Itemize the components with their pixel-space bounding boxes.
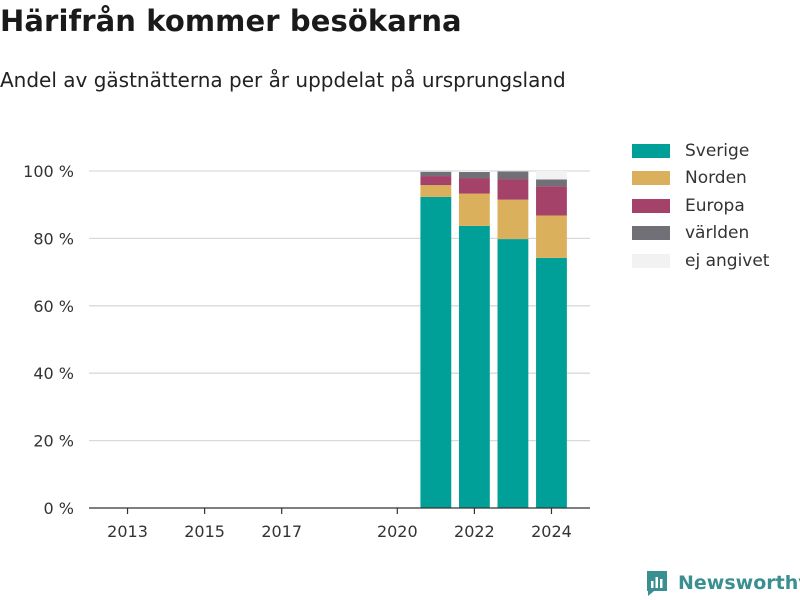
bar-segment-v-rlden xyxy=(458,172,490,179)
bar-segment-ej-angivet xyxy=(458,171,490,173)
bar-segment-europa xyxy=(497,179,529,200)
bar-segment-norden xyxy=(536,215,567,258)
bar-segment-sverige xyxy=(458,225,490,508)
legend-label: Sverige xyxy=(685,140,750,161)
y-tick-label: 80 % xyxy=(33,229,74,248)
x-tick-label: 2024 xyxy=(531,522,572,541)
bar-segment-v-rlden xyxy=(420,171,452,177)
legend-swatch xyxy=(632,198,670,213)
legend-item-sverige[interactable]: Sverige xyxy=(632,137,769,165)
bar-segment-norden xyxy=(458,193,490,226)
x-tick-label: 2013 xyxy=(107,522,148,541)
bar-segment-sverige xyxy=(536,257,567,508)
brand-name: Newsworthy xyxy=(678,572,800,594)
axes: 0 % 20 % 40 % 60 % 80 % 100 % 2013 2015 2017 2020… xyxy=(23,162,590,541)
legend-item-varlden[interactable]: världen xyxy=(632,220,769,248)
legend-swatch xyxy=(632,171,670,186)
chart-subtitle: Andel av gästnätterna per år uppdelat på… xyxy=(0,68,566,92)
x-tick-label: 2017 xyxy=(261,522,302,541)
legend-label: Europa xyxy=(685,195,745,216)
bar-segment-norden xyxy=(420,185,452,197)
legend-item-ej-angivet[interactable]: ej angivet xyxy=(632,247,769,275)
newsworthy-logo-icon xyxy=(647,571,667,596)
x-tick-label: 2020 xyxy=(377,522,418,541)
y-tick-label: 20 % xyxy=(33,432,74,451)
legend-label: Norden xyxy=(685,168,747,189)
legend-label: ej angivet xyxy=(685,250,770,271)
bar-segment-sverige xyxy=(497,239,529,508)
y-tick-label: 40 % xyxy=(33,364,74,383)
legend-swatch xyxy=(632,143,670,158)
legend: Sverige Norden Europa världen ej angivet xyxy=(632,137,769,275)
legend-item-norden[interactable]: Norden xyxy=(632,165,769,193)
x-tick-label: 2022 xyxy=(454,522,495,541)
bar-segment-europa xyxy=(420,176,452,186)
bar-segment-europa xyxy=(536,186,567,216)
legend-label: världen xyxy=(685,223,750,244)
legend-item-europa[interactable]: Europa xyxy=(632,192,769,220)
y-tick-label: 60 % xyxy=(33,297,74,316)
x-tick-label: 2015 xyxy=(184,522,225,541)
bars xyxy=(420,171,567,508)
bar-segment-ej-angivet xyxy=(536,171,567,180)
bar-segment-v-rlden xyxy=(497,171,529,180)
legend-swatch xyxy=(632,226,670,241)
bar-segment-norden xyxy=(497,199,529,240)
bar-segment-europa xyxy=(458,178,490,194)
bar-segment-v-rlden xyxy=(536,179,567,187)
legend-swatch xyxy=(632,253,670,268)
chart-title: Härifrån kommer besökarna xyxy=(0,4,462,38)
y-tick-label: 0 % xyxy=(44,499,74,518)
bar-segment-ej-angivet xyxy=(420,171,452,172)
newsworthy-brand[interactable]: Newsworthy xyxy=(645,569,800,597)
y-tick-label: 100 % xyxy=(23,162,74,181)
bar-segment-sverige xyxy=(420,196,452,508)
